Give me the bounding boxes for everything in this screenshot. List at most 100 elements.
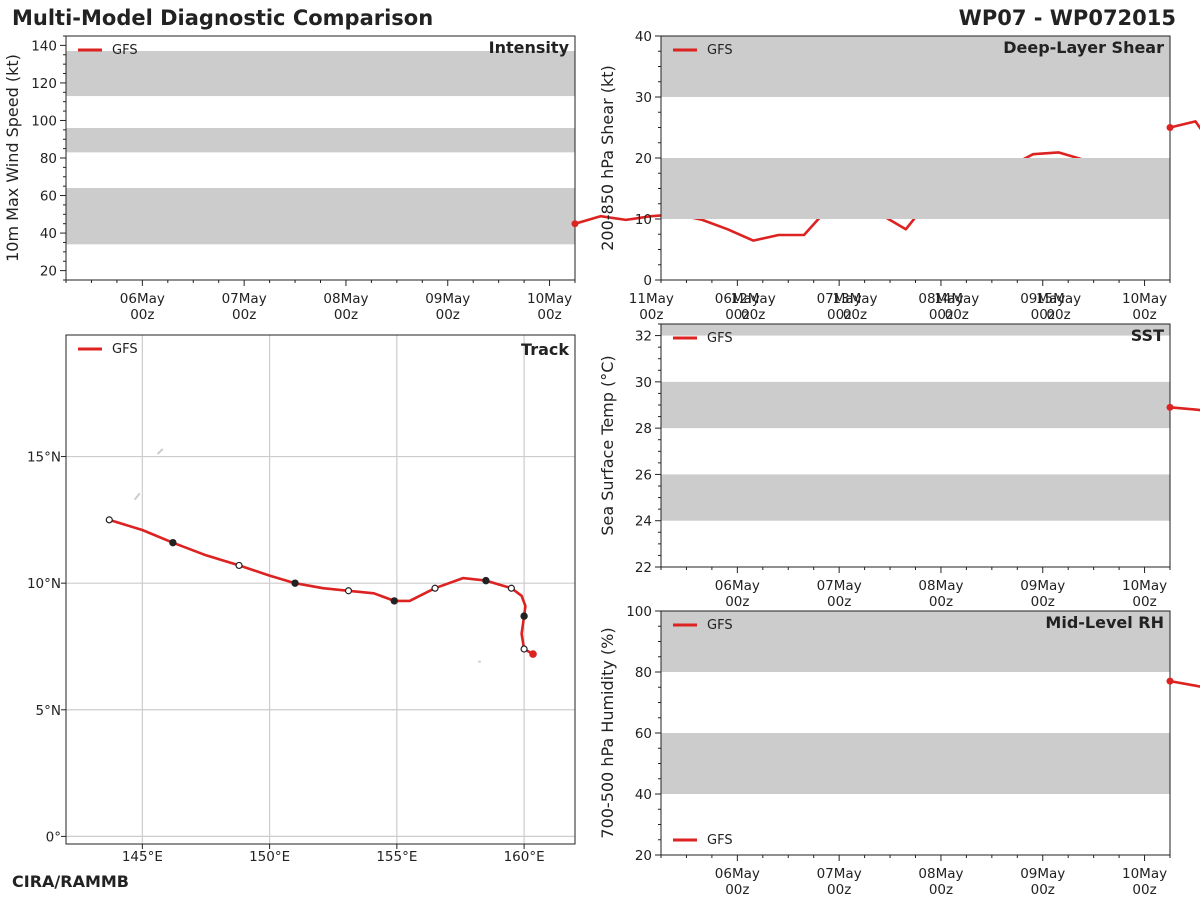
shear-ytick-label: 20 — [635, 151, 652, 167]
rh-ytick-label: 80 — [635, 665, 652, 681]
sst-xtick-label: 06May — [715, 578, 760, 594]
shear-xtick-label: 06May — [715, 291, 760, 307]
rh-title: Mid-Level RH — [1045, 613, 1164, 632]
shear-band-1 — [661, 36, 1170, 97]
track-frame — [65, 334, 576, 845]
intensity-xtick-label: 13May — [832, 291, 877, 307]
shear-xtick-sublabel: 00z — [1031, 307, 1055, 323]
sst-ytick-label: 32 — [635, 329, 652, 345]
intensity-ytick-label: 100 — [31, 113, 57, 129]
intensity-xtick-label: 06May — [120, 291, 165, 307]
shear-band-0 — [661, 158, 1170, 219]
intensity-ytick-label: 140 — [31, 38, 57, 54]
shear-series-line — [1169, 120, 1200, 131]
rh-xtick-sublabel: 00z — [929, 882, 953, 898]
rh-xtick-label: 08May — [918, 866, 963, 882]
intensity-xtick-label: 15May — [1036, 291, 1081, 307]
rh-ytick-label: 40 — [635, 787, 652, 803]
rh-initial-point — [1166, 677, 1174, 685]
intensity-band-2 — [66, 51, 575, 97]
intensity-xtick-label: 08May — [323, 291, 368, 307]
shear-xtick-label: 09May — [1020, 291, 1065, 307]
intensity-xtick-label: 14May — [934, 291, 979, 307]
track-line — [108, 518, 534, 656]
sst-ytick-label: 24 — [635, 514, 652, 530]
credit-label: CIRA/RAMMB — [12, 872, 129, 891]
shear-xtick-label: 10May — [1122, 291, 1167, 307]
rh-xtick-sublabel: 00z — [827, 882, 851, 898]
sst-title: SST — [1131, 326, 1164, 345]
intensity-xtick-label: 07May — [222, 291, 267, 307]
rh-legend-label: GFS — [707, 618, 733, 633]
intensity-xtick-label: 11May — [629, 291, 674, 307]
intensity-xtick-sublabel: 00z — [741, 307, 765, 323]
track-point-open — [344, 587, 353, 595]
sst-frame — [660, 323, 1171, 568]
shear-title: Deep-Layer Shear — [1003, 38, 1164, 57]
track-point-open — [235, 561, 243, 570]
rh-ytick-label: 20 — [635, 848, 652, 864]
intensity-xtick-sublabel: 00z — [639, 307, 663, 323]
shear-ytick-label: 40 — [635, 29, 652, 45]
sst-xtick-sublabel: 00z — [725, 594, 749, 610]
shear-xtick-sublabel: 00z — [929, 307, 953, 323]
intensity-xtick-sublabel: 00z — [436, 307, 460, 323]
rh-panel: 2040608010006May00z07May00z08May00z09May… — [598, 604, 1200, 898]
intensity-band-0 — [66, 188, 575, 245]
figure-title: Multi-Model Diagnostic Comparison — [12, 6, 434, 30]
track-ytick-label: 15°N — [27, 450, 61, 466]
shear-ytick-label: 0 — [643, 273, 652, 289]
track-title: Track — [521, 340, 569, 359]
track-ytick-label: 5°N — [36, 703, 61, 719]
rh-ytick-label: 60 — [635, 726, 652, 742]
intensity-panel: 2040608010012014006May00z07May00z08May00… — [3, 35, 1085, 323]
storm-id: WP07 - WP072015 — [958, 6, 1176, 30]
track-xtick-label: 150°E — [249, 849, 290, 865]
sst-xtick-label: 09May — [1020, 578, 1065, 594]
intensity-xtick-sublabel: 00z — [130, 307, 154, 323]
sst-xtick-sublabel: 00z — [1031, 594, 1055, 610]
intensity-legend-label: GFS — [112, 43, 138, 58]
intensity-xtick-sublabel: 00z — [1046, 307, 1070, 323]
track-ytick-label: 0° — [46, 829, 61, 845]
track-current-position — [529, 650, 537, 658]
shear-ytick-label: 10 — [635, 212, 652, 228]
intensity-band-1 — [66, 127, 575, 153]
sst-legend-label: GFS — [707, 331, 733, 346]
track-panel: 145°E 150°E 155°E 160°E 0° 5°N 10°N 15°N Track GF… — [27, 334, 576, 865]
track-xtick-label: 160°E — [504, 849, 545, 865]
intensity-ylabel: 10m Max Wind Speed (kt) — [3, 54, 22, 262]
island-speck — [156, 448, 164, 455]
sst-ylabel: Sea Surface Temp (°C) — [598, 355, 617, 535]
track-point-open — [105, 516, 113, 524]
track-ytick-label: 10°N — [27, 576, 61, 592]
rh-xtick-sublabel: 00z — [725, 882, 749, 898]
intensity-ytick-label: 120 — [31, 76, 57, 92]
sst-xtick-sublabel: 00z — [827, 594, 851, 610]
rh-xtick-label: 09May — [1020, 866, 1065, 882]
track-xtick-label: 155°E — [376, 849, 417, 865]
sst-ytick-label: 22 — [635, 560, 652, 576]
track-point-open — [507, 584, 515, 592]
sst-xtick-sublabel: 00z — [1132, 594, 1156, 610]
track-point-filled — [520, 612, 528, 620]
sst-xtick-label: 10May — [1122, 578, 1167, 594]
intensity-xtick-sublabel: 00z — [232, 307, 256, 323]
sst-band-0 — [661, 474, 1170, 521]
track-point-open — [520, 645, 528, 653]
track-point-filled — [482, 576, 490, 585]
rh-xtick-label: 10May — [1122, 866, 1167, 882]
intensity-initial-point — [571, 220, 579, 228]
rh-xtick-label: 07May — [817, 866, 862, 882]
sst-panel: 22242628303206May00z07May00z08May00z09Ma… — [598, 323, 1200, 610]
rh-band-1 — [661, 611, 1170, 672]
rh-xtick-sublabel: 00z — [1132, 882, 1156, 898]
rh-xtick-sublabel: 00z — [1031, 882, 1055, 898]
intensity-title: Intensity — [489, 38, 570, 57]
intensity-xtick-sublabel: 00z — [945, 307, 969, 323]
shear-legend-label: GFS — [707, 43, 733, 58]
shear-xtick-label: 07May — [817, 291, 862, 307]
track-point-filled — [169, 538, 177, 547]
sst-band-2 — [661, 324, 1170, 336]
